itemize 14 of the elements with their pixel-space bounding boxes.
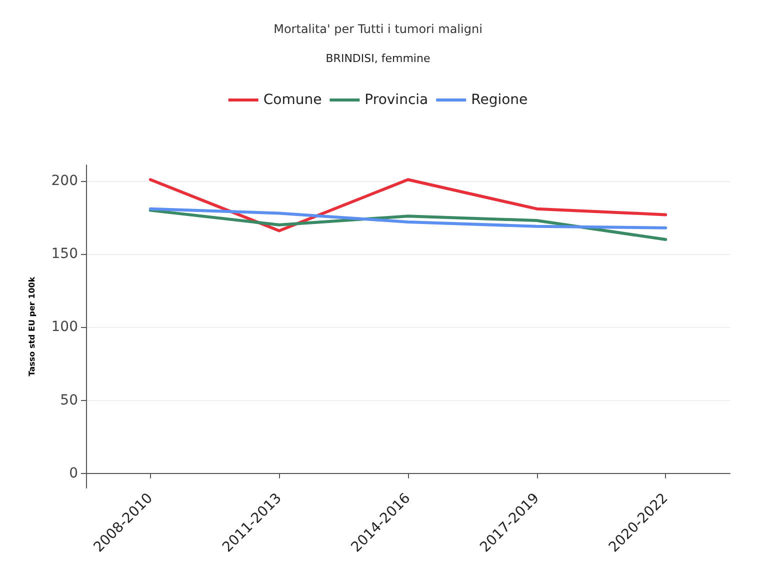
line-series [148,208,668,242]
y-tick-label: 100 [51,319,78,336]
line-series [148,178,668,232]
chart-title: Mortalita' per Tutti i tumori maligni [274,22,482,36]
y-axis-title: Tasso std EU per 100k [28,276,36,376]
y-tick-label: 150 [51,246,78,262]
legend-label: Comune [263,92,322,108]
legend-label: Provincia [364,92,428,108]
legend-label: Regione [471,92,528,108]
line-series [148,207,668,230]
y-tick-label: 50 [60,392,78,408]
chart-subtitle: BRINDISI, femmine [326,52,430,65]
y-tick-label: 200 [51,173,78,190]
y-tick-label: 0 [69,465,78,482]
